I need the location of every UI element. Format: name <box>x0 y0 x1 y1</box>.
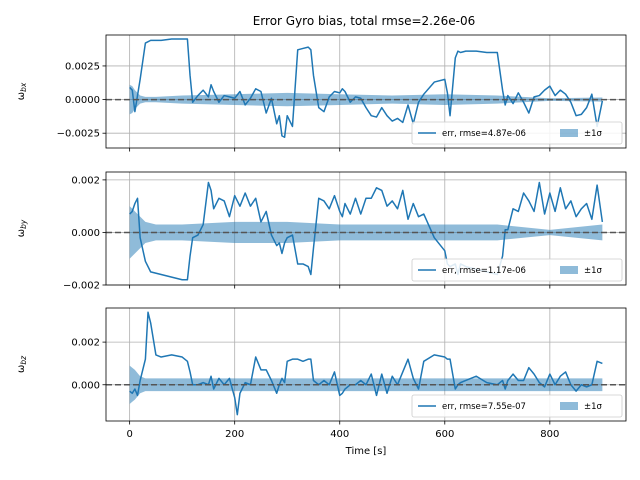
legend: err, rmse=7.55e-07 ±1σ <box>411 394 623 418</box>
error-line <box>129 38 604 138</box>
subplot-1: −0.0025 0.0000 0.0025 ωbx err, rmse=4.87e-06… <box>16 34 627 152</box>
x-tick-label: 0 <box>126 429 132 440</box>
x-tick-label: 800 <box>540 429 559 440</box>
sigma-band <box>129 84 603 115</box>
axes-frame <box>105 34 627 149</box>
y-tick-label: 0.0025 <box>65 61 100 72</box>
x-tick-label: 400 <box>330 429 349 440</box>
y-tick-label: 0.0000 <box>65 95 100 106</box>
sigma-band <box>129 206 603 259</box>
legend-label-sigma: ±1σ <box>584 266 603 276</box>
y-tick-label: −0.002 <box>63 281 100 292</box>
y-tick-label: 0.002 <box>71 175 100 186</box>
y-axis-label: ωby <box>16 219 28 237</box>
y-tick-label: 0.002 <box>71 338 100 349</box>
y-axis-label: ωbx <box>16 82 28 100</box>
legend-box <box>411 258 623 282</box>
legend-label-error: err, rmse=7.55e-07 <box>442 402 526 412</box>
y-tick-label: 0.000 <box>71 228 100 239</box>
legend-band-swatch <box>560 402 578 410</box>
subplot-2: −0.002 0.000 0.002 ωby err, rmse=1.17e-06 ±1σ <box>16 171 627 292</box>
y-tick-label: −0.0025 <box>57 129 100 140</box>
legend: err, rmse=1.17e-06 ±1σ <box>411 258 623 282</box>
subplot-3: 0.000 0.002 0 200 400 600 800 ωbz Time [s] err, r… <box>16 307 627 457</box>
legend-label-error: err, rmse=4.87e-06 <box>442 129 526 139</box>
error-line <box>129 311 603 416</box>
y-tick-label: 0.000 <box>71 380 100 391</box>
legend-label-sigma: ±1σ <box>584 129 603 139</box>
legend: err, rmse=4.87e-06 ±1σ <box>411 121 623 145</box>
x-tick-label: 600 <box>435 429 454 440</box>
legend-box <box>411 394 623 418</box>
axes-frame <box>105 307 627 422</box>
legend-band-swatch <box>560 266 578 274</box>
y-axis-label: ωbz <box>16 355 28 373</box>
figure-title: Error Gyro bias, total rmse=2.26e-06 <box>253 14 476 28</box>
legend-box <box>411 121 623 145</box>
legend-band-swatch <box>560 129 578 137</box>
x-axis-label: Time [s] <box>345 446 387 457</box>
legend-label-error: err, rmse=1.17e-06 <box>442 266 526 276</box>
legend-label-sigma: ±1σ <box>584 402 603 412</box>
axes-frame <box>105 171 627 286</box>
error-line <box>129 181 604 281</box>
x-tick-label: 200 <box>225 429 244 440</box>
